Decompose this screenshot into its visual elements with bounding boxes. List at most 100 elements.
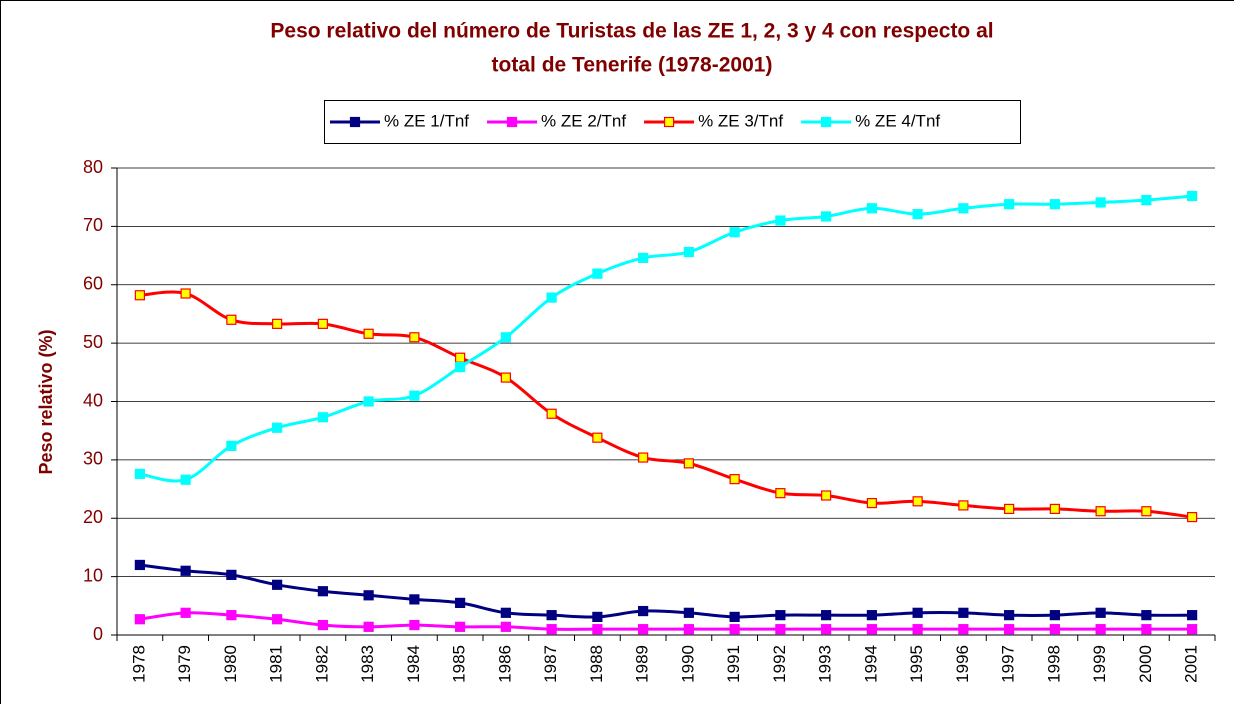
data-point <box>409 332 420 343</box>
data-point <box>592 611 603 623</box>
legend-marker <box>506 116 518 128</box>
legend-label: % ZE 1/Tnf <box>384 111 469 130</box>
data-point <box>683 607 694 618</box>
data-point <box>729 227 740 238</box>
data-point <box>180 474 191 485</box>
data-point <box>1187 624 1198 635</box>
x-tick-label: 1985 <box>450 645 469 683</box>
data-point <box>1049 199 1060 210</box>
data-point <box>866 497 877 509</box>
legend-marker <box>820 116 832 128</box>
data-point <box>1004 199 1015 210</box>
x-tick-label: 1979 <box>175 645 194 683</box>
chart-subtitle: total de Tenerife (1978-2001) <box>492 54 773 77</box>
y-tick-label: 80 <box>83 157 103 177</box>
data-point <box>592 432 603 443</box>
data-point <box>180 565 191 576</box>
data-point <box>821 490 832 501</box>
data-point <box>455 352 466 363</box>
data-point <box>134 468 145 479</box>
legend-marker <box>349 116 361 128</box>
data-point <box>958 607 969 618</box>
x-tick-label: 1981 <box>267 645 286 683</box>
data-point <box>1141 624 1152 635</box>
legend-label: % ZE 3/Tnf <box>698 111 783 130</box>
data-point <box>455 361 466 373</box>
data-point <box>958 500 969 511</box>
data-point <box>638 605 649 617</box>
data-point <box>821 610 832 621</box>
legend-label: % ZE 4/Tnf <box>855 111 940 130</box>
data-point <box>317 318 328 329</box>
data-point <box>317 586 328 597</box>
data-point <box>775 488 786 499</box>
data-point <box>180 288 191 299</box>
data-point <box>1187 511 1198 523</box>
data-point <box>912 624 923 635</box>
data-point <box>638 252 649 263</box>
data-point <box>500 332 511 343</box>
y-tick-label: 70 <box>83 215 103 235</box>
data-point <box>729 624 740 635</box>
y-tick-label: 10 <box>83 565 103 585</box>
data-point <box>1141 506 1152 517</box>
data-point <box>1049 610 1060 621</box>
y-tick-label: 40 <box>83 390 103 410</box>
data-point <box>500 607 511 618</box>
y-tick-label: 50 <box>83 332 103 352</box>
data-point <box>821 211 832 222</box>
data-point <box>1095 624 1106 635</box>
y-axis-label: Peso relativo (%) <box>36 329 56 474</box>
data-point <box>775 624 786 635</box>
y-tick-label: 0 <box>93 624 103 644</box>
x-tick-label: 1984 <box>404 645 423 683</box>
data-point <box>1095 197 1106 208</box>
data-point <box>912 607 923 618</box>
data-point <box>546 292 557 303</box>
data-point <box>317 412 328 423</box>
data-point <box>1141 195 1152 206</box>
data-point <box>500 621 511 632</box>
legend-label: % ZE 2/Tnf <box>541 111 626 130</box>
data-point <box>729 611 740 623</box>
x-tick-label: 1996 <box>953 645 972 683</box>
x-tick-label: 1997 <box>999 645 1018 683</box>
data-point <box>866 610 877 621</box>
x-tick-label: 1991 <box>724 645 743 683</box>
data-point <box>226 314 237 325</box>
data-point <box>775 215 786 226</box>
x-tick-label: 1995 <box>907 645 926 683</box>
data-point <box>409 619 420 631</box>
data-point <box>226 569 237 580</box>
chart-title: Peso relativo del número de Turistas de … <box>270 20 993 43</box>
x-tick-label: 1978 <box>129 645 148 683</box>
data-point <box>409 594 420 605</box>
data-point <box>134 559 145 571</box>
x-tick-label: 2000 <box>1136 645 1155 683</box>
y-tick-label: 60 <box>83 274 103 294</box>
data-point <box>363 396 374 407</box>
data-point <box>1004 503 1015 515</box>
data-point <box>1187 610 1198 621</box>
x-tick-label: 2001 <box>1182 645 1201 683</box>
data-point <box>775 610 786 621</box>
data-point <box>226 440 237 451</box>
data-point <box>363 328 374 339</box>
data-point <box>1004 610 1015 621</box>
data-point <box>638 452 649 463</box>
y-tick-label: 30 <box>83 449 103 469</box>
x-tick-label: 1988 <box>587 645 606 683</box>
data-point <box>134 614 145 625</box>
data-point <box>363 590 374 601</box>
data-point <box>272 318 283 329</box>
data-point <box>272 614 283 625</box>
x-tick-label: 1982 <box>312 645 331 683</box>
data-point <box>317 619 328 631</box>
data-point <box>592 624 603 635</box>
y-tick-label: 20 <box>83 507 103 527</box>
data-point <box>180 607 191 618</box>
x-tick-label: 1994 <box>861 645 880 683</box>
x-tick-label: 1993 <box>816 645 835 683</box>
data-point <box>592 268 603 279</box>
